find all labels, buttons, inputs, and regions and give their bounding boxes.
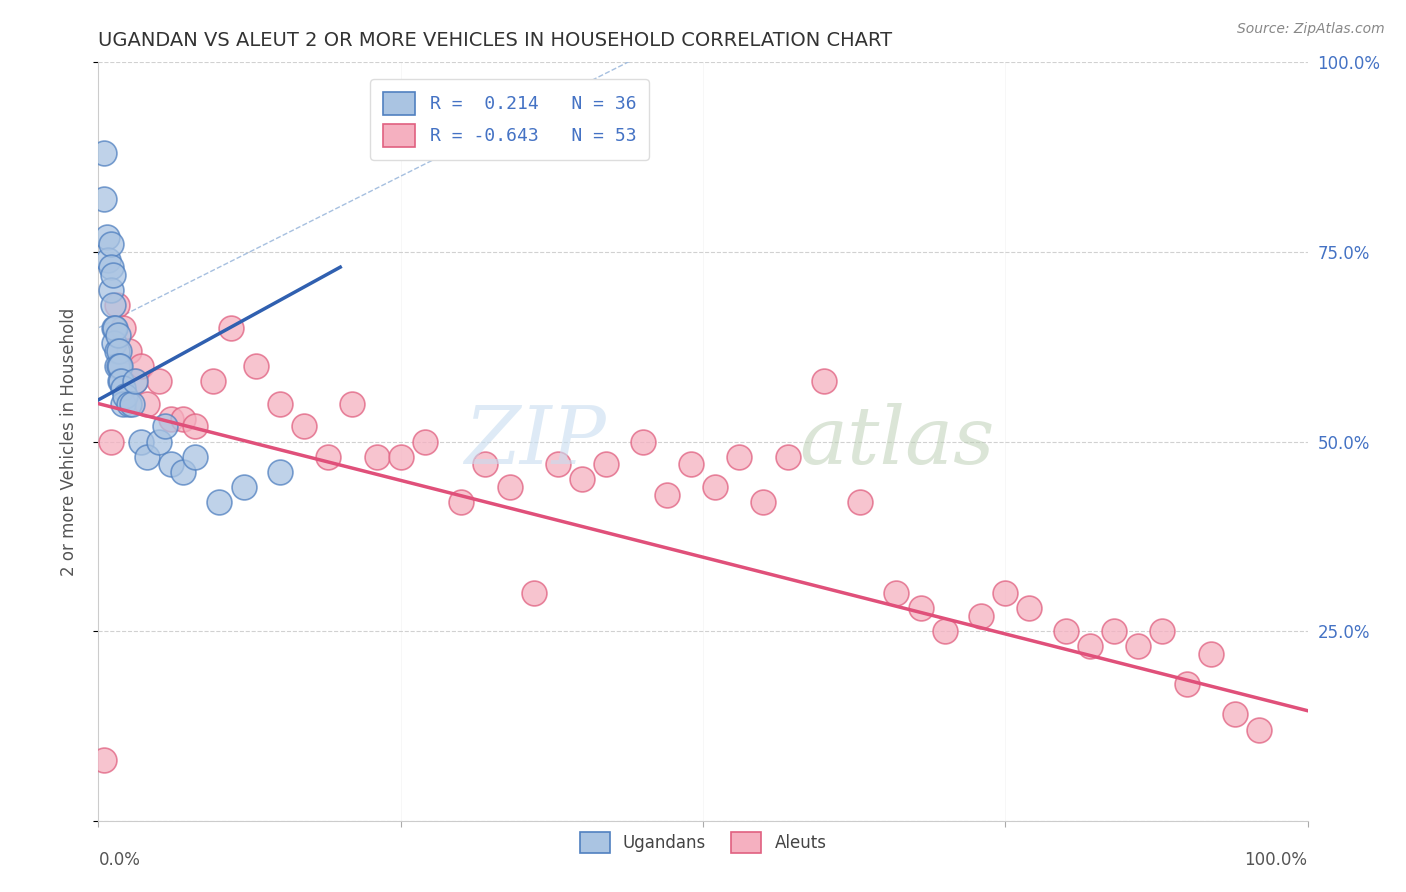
Point [148,434,170,449]
Point [124,374,146,388]
Legend: Ugandans, Aleuts: Ugandans, Aleuts [571,823,835,862]
Point [1199,647,1222,661]
Point [121,396,143,410]
Point [292,419,315,434]
Point [148,374,170,388]
Point [100,283,122,297]
Text: Source: ZipAtlas.com: Source: ZipAtlas.com [1237,22,1385,37]
Point [886,586,908,600]
Point [111,396,134,410]
Point [970,608,993,623]
Point [103,335,125,350]
Point [107,328,129,343]
Point [105,359,128,373]
Point [97,252,120,267]
Point [1175,677,1198,691]
Text: atlas: atlas [800,403,995,480]
Point [813,374,835,388]
Point [1102,624,1125,639]
Text: ZIP: ZIP [464,403,606,480]
Point [232,480,254,494]
Point [934,624,956,639]
Point [910,601,932,615]
Point [728,450,751,464]
Point [93,192,115,206]
Point [160,458,183,472]
Point [96,229,118,244]
Point [389,450,412,464]
Point [101,268,124,282]
Point [679,458,702,472]
Point [108,359,131,373]
Point [1152,624,1174,639]
Point [450,495,472,509]
Y-axis label: 2 or more Vehicles in Household: 2 or more Vehicles in Household [59,308,77,575]
Point [104,320,127,334]
Point [342,396,364,410]
Point [1018,601,1040,615]
Point [498,480,520,494]
Point [103,320,125,334]
Point [100,237,122,252]
Point [93,753,115,767]
Point [184,419,207,434]
Point [114,389,136,403]
Point [776,450,799,464]
Point [118,396,141,410]
Point [129,434,152,449]
Text: 100.0%: 100.0% [1244,851,1308,869]
Point [124,374,146,388]
Text: UGANDAN VS ALEUT 2 OR MORE VEHICLES IN HOUSEHOLD CORRELATION CHART: UGANDAN VS ALEUT 2 OR MORE VEHICLES IN H… [98,30,893,50]
Point [153,419,176,434]
Point [752,495,775,509]
Point [108,374,131,388]
Point [100,260,122,275]
Point [655,487,678,501]
Point [523,586,546,600]
Point [184,450,207,464]
Point [221,320,243,334]
Text: 0.0%: 0.0% [98,851,141,869]
Point [1054,624,1077,639]
Point [129,359,152,373]
Point [245,359,267,373]
Point [105,298,128,312]
Point [595,458,617,472]
Point [413,434,436,449]
Point [1078,639,1101,653]
Point [269,396,291,410]
Point [101,298,124,312]
Point [366,450,388,464]
Point [100,434,122,449]
Point [202,374,225,388]
Point [547,458,569,472]
Point [571,473,593,487]
Point [111,382,134,396]
Point [160,412,183,426]
Point [849,495,872,509]
Point [108,343,131,358]
Point [93,146,115,161]
Point [269,465,291,479]
Point [111,320,134,334]
Point [1128,639,1150,653]
Point [135,396,157,410]
Point [105,343,128,358]
Point [172,412,194,426]
Point [208,495,231,509]
Point [1223,707,1246,722]
Point [316,450,339,464]
Point [110,374,132,388]
Point [108,359,131,373]
Point [118,343,141,358]
Point [704,480,727,494]
Point [474,458,496,472]
Point [994,586,1017,600]
Point [172,465,194,479]
Point [1249,723,1271,737]
Point [631,434,654,449]
Point [135,450,157,464]
